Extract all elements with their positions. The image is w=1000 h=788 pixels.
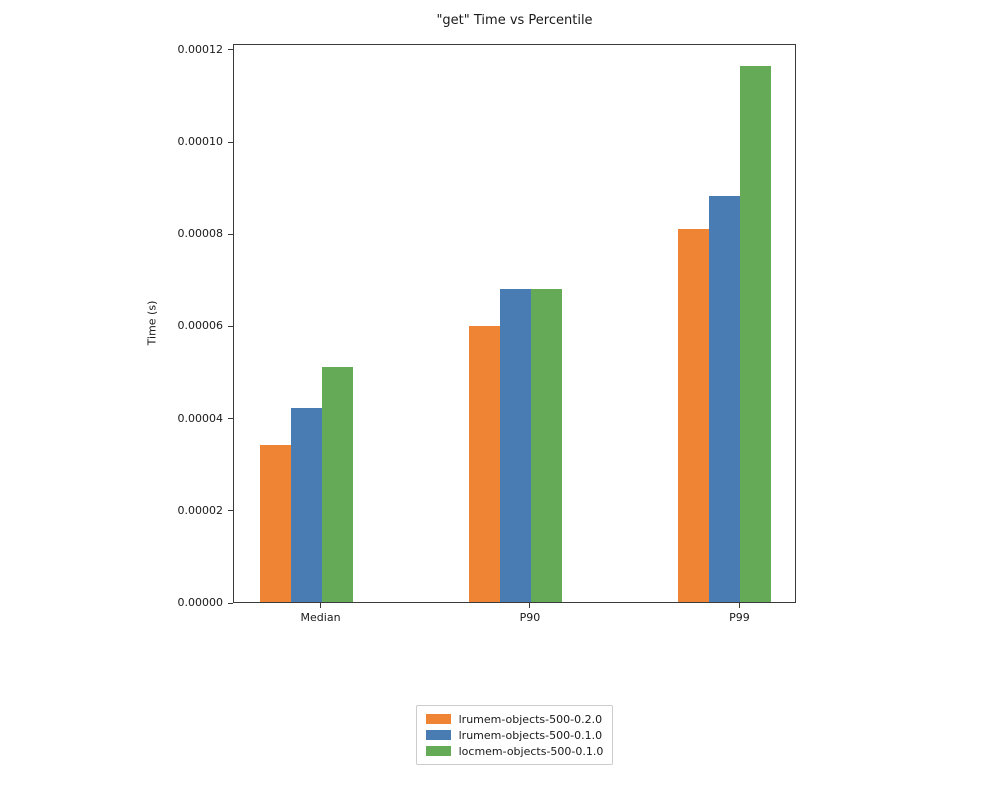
bar-median-series2 [321,366,353,602]
y-tick-label: 0.00006 [177,319,224,333]
y-tick-label: 0.00000 [177,596,224,609]
bar-p90-series1 [500,288,531,602]
chart-title: "get" Time vs Percentile [436,13,593,28]
y-tick-mark [228,602,233,604]
x-tick-label-median: Median [300,611,341,624]
y-tick-mark [228,510,233,512]
x-tick-label-p99: P99 [729,611,750,624]
plot-area [233,44,796,603]
y-tick-label: 0.00012 [177,42,224,56]
legend-item: locmem-objects-500-0.1.0 [425,743,604,759]
bar-p99-series0 [678,228,710,602]
y-tick-mark [228,49,233,51]
legend-label: lrumem-objects-500-0.2.0 [458,712,603,726]
y-tick-mark [228,418,233,420]
legend: lrumem-objects-500-0.2.0 lrumem-objects-5… [233,705,796,765]
legend-item: lrumem-objects-500-0.2.0 [425,711,604,727]
legend-item: lrumem-objects-500-0.1.0 [425,727,604,743]
bar-p90-series0 [469,325,500,602]
x-tick-label-p90: P90 [519,611,541,624]
bar-median-series0 [259,445,291,602]
y-tick-label: 0.00002 [177,503,224,517]
bar-median-series1 [290,408,322,602]
legend-swatch [425,730,451,740]
y-tick-label: 0.00008 [177,227,224,241]
x-tick-mark [320,603,322,608]
y-tick-mark [228,141,233,143]
legend-swatch [425,714,451,724]
y-tick-mark [228,233,233,235]
legend-label: lrumem-objects-500-0.1.0 [458,728,603,742]
y-tick-mark [228,325,233,327]
bar-p90-series2 [530,288,562,602]
x-tick-mark [738,603,740,608]
bar-p99-series2 [740,66,772,602]
legend-box: lrumem-objects-500-0.2.0 lrumem-objects-5… [415,705,614,765]
y-tick-label: 0.00010 [177,135,224,149]
legend-swatch [425,746,451,756]
legend-label: locmem-objects-500-0.1.0 [458,744,604,758]
bar-p99-series1 [709,196,741,602]
x-tick-mark [529,603,531,608]
y-tick-label: 0.00004 [177,411,224,425]
